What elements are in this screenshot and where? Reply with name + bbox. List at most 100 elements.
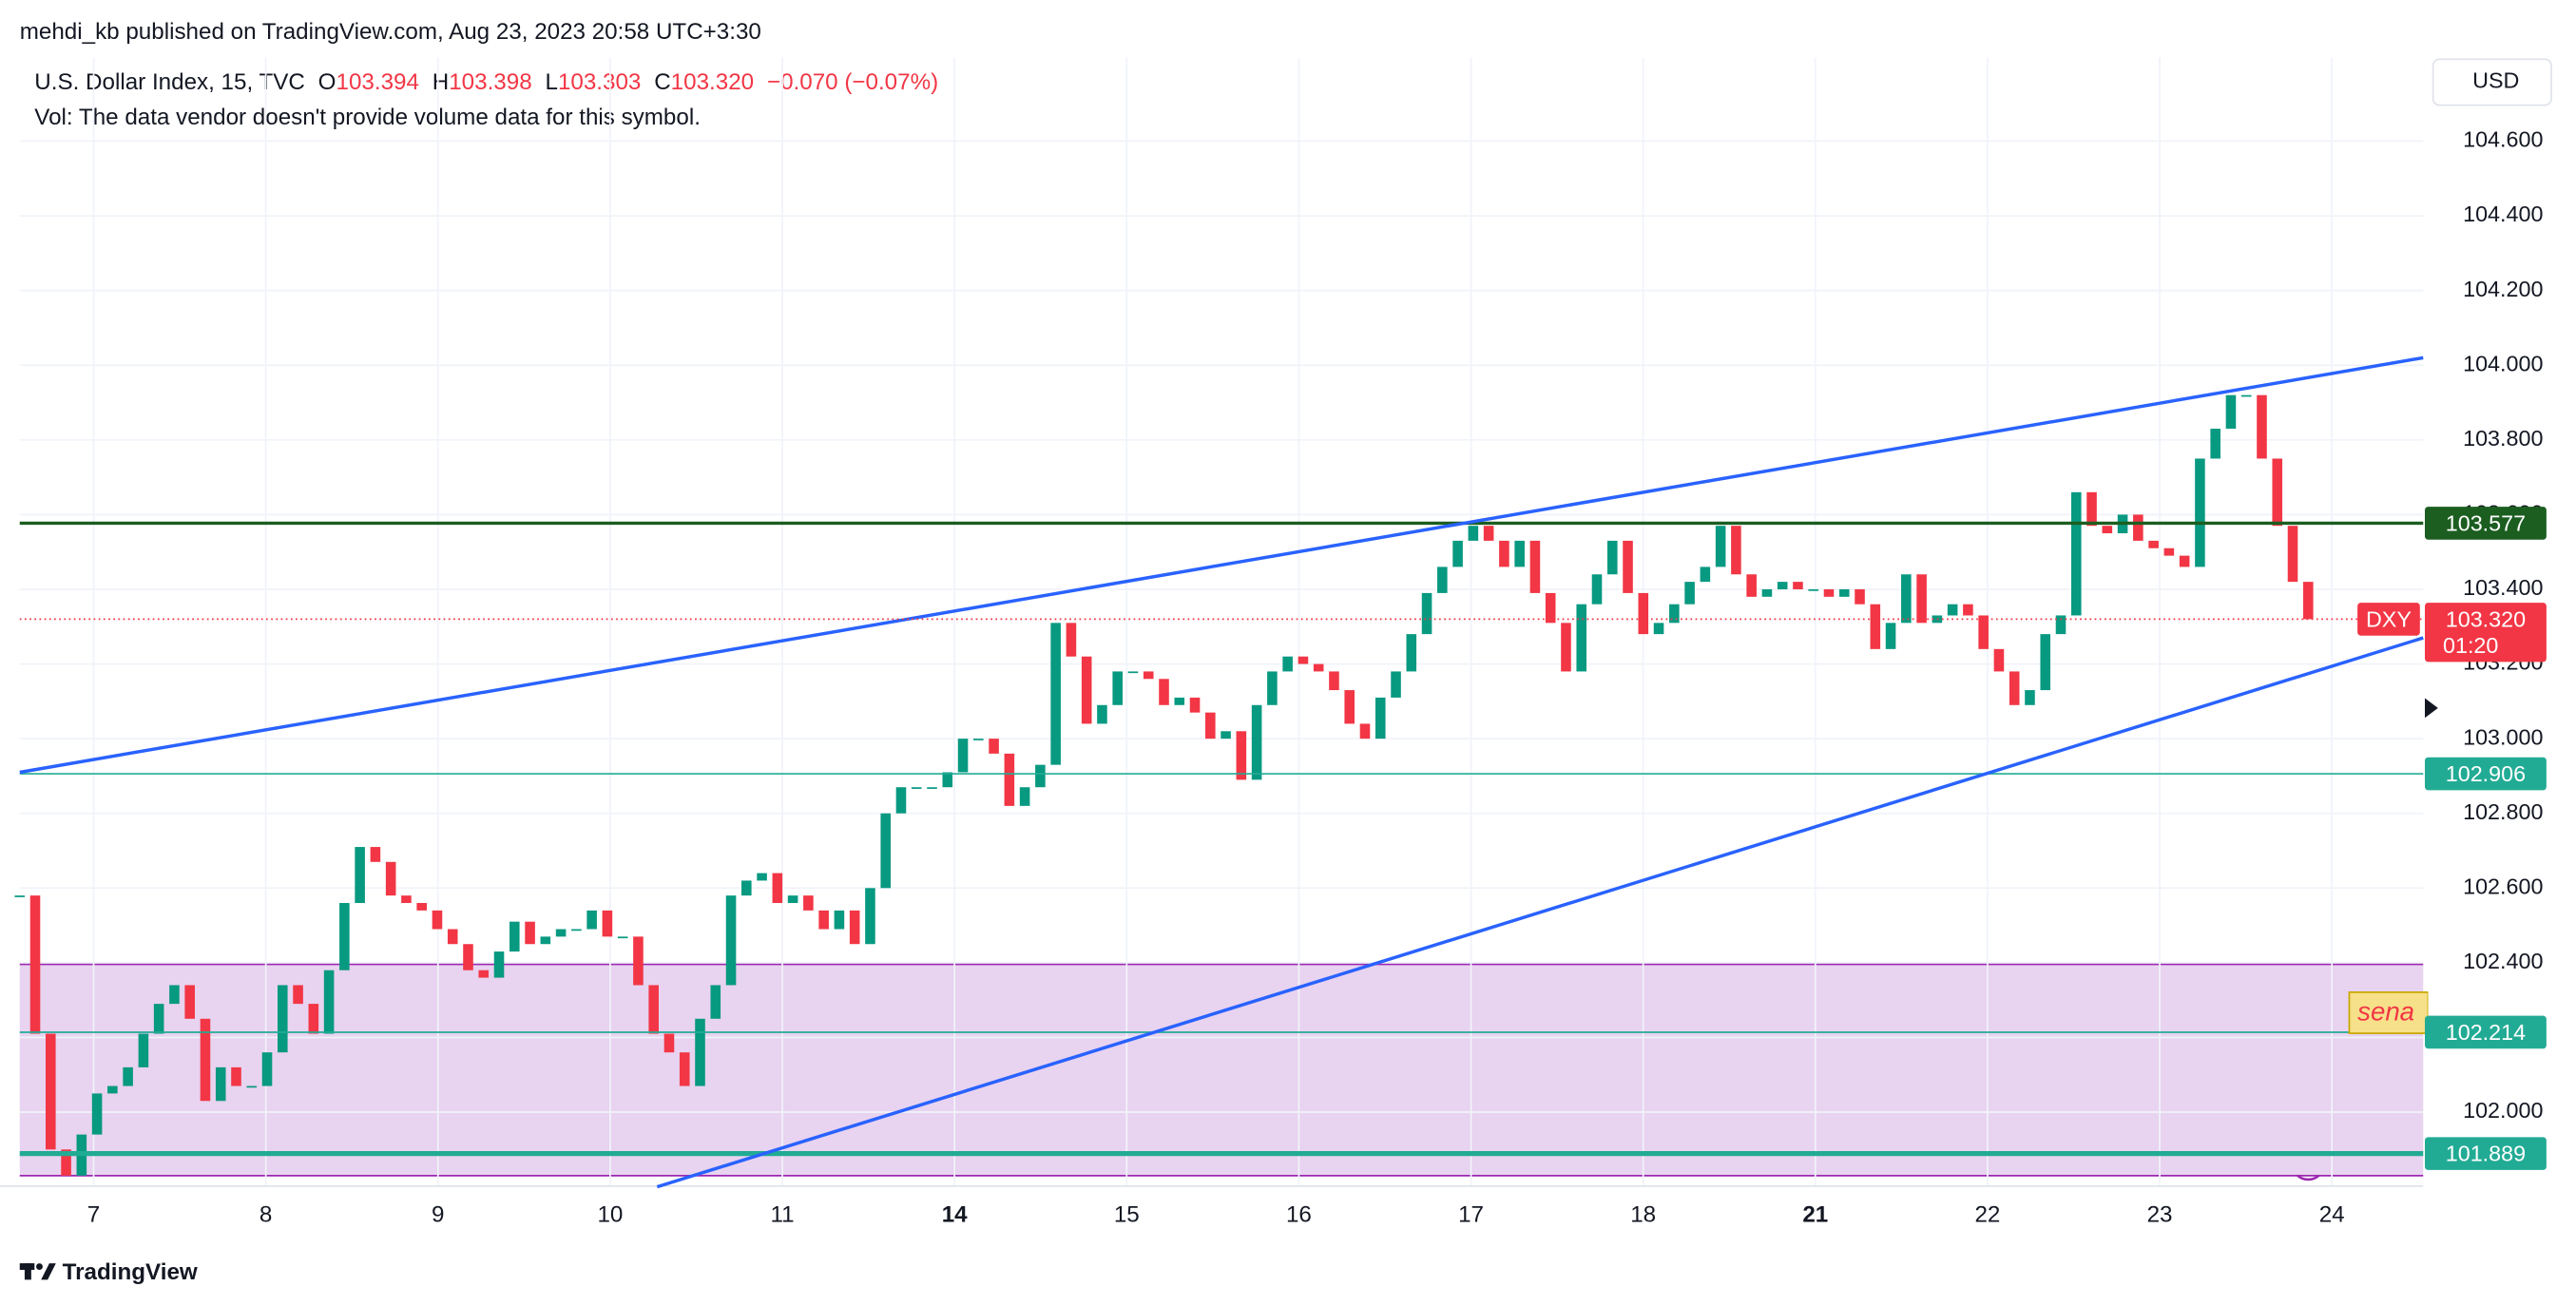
candle <box>2179 555 2190 567</box>
ohlc-value: 103.398 <box>449 70 531 96</box>
candle <box>1669 604 1680 624</box>
candle <box>834 910 845 930</box>
symbol-box <box>2357 603 2420 636</box>
candle <box>231 1066 241 1086</box>
currency-box[interactable] <box>2432 58 2552 106</box>
candle <box>293 985 303 1005</box>
level-label-box <box>2424 507 2547 540</box>
candle <box>2086 491 2097 527</box>
level-label: 102.214 <box>2446 1020 2526 1045</box>
candle <box>509 921 520 952</box>
candle <box>1313 663 1324 672</box>
candle <box>463 944 473 970</box>
x-tick-label: 23 <box>2147 1201 2173 1227</box>
candle <box>2102 526 2113 534</box>
candle <box>942 772 953 788</box>
candle <box>1081 656 1092 724</box>
x-tick-label: 21 <box>1802 1201 1828 1227</box>
volume-note: Vol: The data vendor doesn't provide vol… <box>34 105 701 130</box>
candle <box>927 787 937 789</box>
candle <box>2240 394 2252 397</box>
candle <box>818 910 829 930</box>
ohlc-key: H <box>433 70 449 96</box>
candle <box>1529 540 1541 593</box>
candle <box>911 787 922 789</box>
candle <box>447 929 458 945</box>
candle <box>385 861 396 896</box>
annotation: sena <box>2357 997 2414 1027</box>
candle <box>1127 671 1139 674</box>
candle <box>1561 623 1571 672</box>
candle <box>1700 567 1711 583</box>
candle <box>339 903 350 970</box>
level-label-box <box>2424 1137 2547 1170</box>
candle <box>1978 615 1989 649</box>
candle <box>1143 671 1154 680</box>
y-tick-label: 104.200 <box>2463 277 2543 301</box>
candle <box>107 1085 118 1094</box>
y-tick-label: 104.600 <box>2463 127 2543 152</box>
candle <box>1251 704 1262 780</box>
level-label: 102.906 <box>2446 761 2526 786</box>
candle <box>1050 623 1061 765</box>
publisher: mehdi_kb published on TradingView.com, A… <box>20 19 761 45</box>
candle <box>1591 574 1603 605</box>
candle <box>1437 567 1448 593</box>
y-tick-label: 104.000 <box>2463 351 2543 375</box>
ohlc-key: O <box>318 70 336 96</box>
candle <box>1221 731 1231 739</box>
x-tick-label: 22 <box>1974 1201 2000 1227</box>
candle <box>1066 623 1077 657</box>
candle <box>401 895 412 904</box>
ohlc-key: C <box>654 70 670 96</box>
candle <box>617 936 628 939</box>
candle <box>1947 604 1958 616</box>
candle <box>45 1033 56 1150</box>
candle <box>555 929 567 937</box>
level-label-box <box>2424 1015 2547 1049</box>
candle <box>91 1093 103 1135</box>
candle <box>757 873 767 881</box>
candle <box>2210 429 2220 459</box>
scroll-arrow[interactable] <box>2424 698 2438 719</box>
candle <box>1406 634 1417 672</box>
candle <box>2195 458 2205 567</box>
candle <box>1097 704 1107 724</box>
legend: U.S. Dollar Index, 15, TVC O103.394 H103.3… <box>34 70 938 96</box>
ohlc-value: 103.303 <box>558 70 641 96</box>
x-tick-label: 8 <box>260 1201 272 1227</box>
x-tick-label: 10 <box>597 1201 623 1227</box>
candle <box>493 951 505 978</box>
candle <box>633 936 644 986</box>
y-tick-label: 103.800 <box>2463 426 2543 451</box>
candle <box>1035 764 1046 788</box>
candle <box>1855 588 1865 605</box>
candle <box>153 1004 164 1034</box>
candle <box>61 1149 71 1176</box>
candle <box>1514 540 1525 567</box>
candle <box>1468 526 1479 541</box>
candle <box>787 895 798 904</box>
candle <box>184 985 195 1019</box>
candle <box>29 895 41 1034</box>
candle <box>1885 623 1896 649</box>
x-tick-label: 17 <box>1458 1201 1484 1227</box>
candle <box>123 1066 133 1086</box>
candle <box>370 847 381 862</box>
candle <box>571 929 582 931</box>
y-tick-label: 103.000 <box>2463 724 2543 749</box>
y-tick-label: 102.800 <box>2463 799 2543 824</box>
candle <box>432 910 443 930</box>
footer-brand: TradingView <box>63 1259 198 1285</box>
candle <box>1375 697 1386 739</box>
price-label: 103.320 <box>2446 606 2526 631</box>
candle <box>169 985 180 1005</box>
candle <box>1746 574 1757 597</box>
candle <box>1174 697 1185 705</box>
candle <box>2055 615 2067 635</box>
candle <box>2133 514 2143 541</box>
candle <box>1329 671 1339 691</box>
candle <box>1545 592 1556 624</box>
candle <box>323 970 335 1034</box>
